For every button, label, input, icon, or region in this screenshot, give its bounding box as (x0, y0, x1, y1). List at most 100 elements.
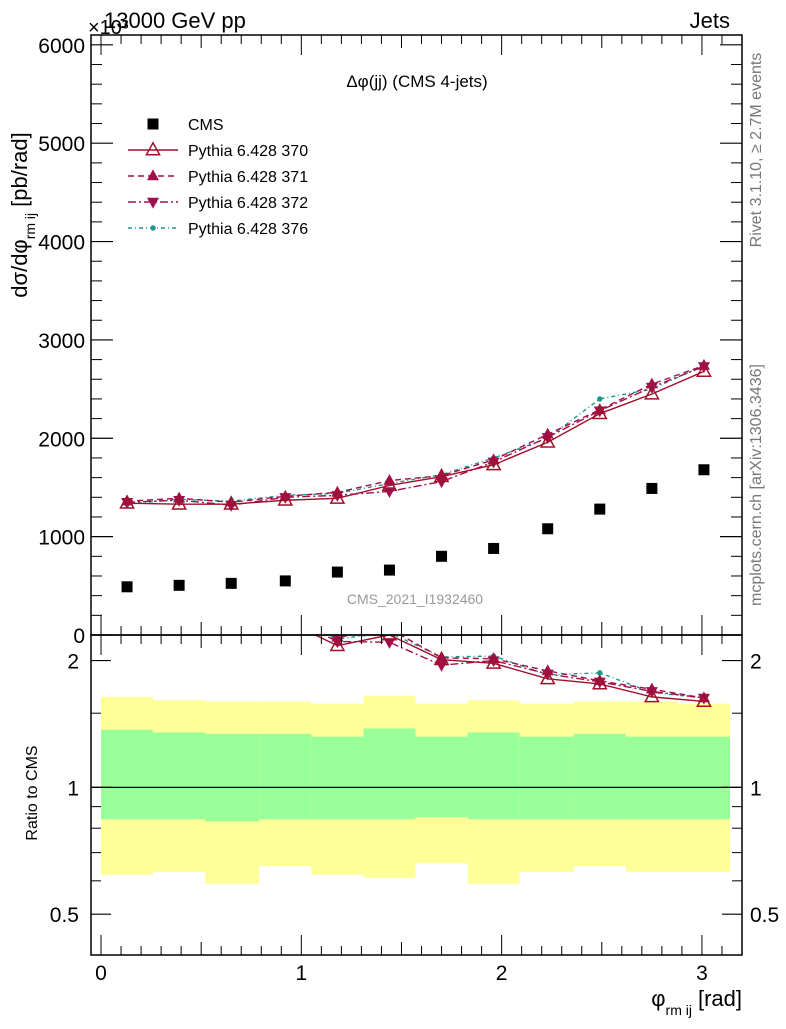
band-inner-0 (101, 729, 154, 820)
watermark: CMS_2021_I1932460 (347, 591, 483, 607)
point-p370-5 (381, 476, 398, 492)
ratio-point-p376-1 (176, 601, 181, 606)
legend-label-p370: Pythia 6.428 370 (188, 143, 308, 160)
ratio-line-p371 (329, 635, 705, 699)
ratio-point-p370-0 (120, 596, 133, 608)
legend-item-cms: CMS (147, 117, 224, 134)
main-panel: 0 1000 2000 3000 4000 5000 6000 Δφ(jj) (CMS 4-… (7, 34, 743, 648)
ratio-point-p371-0 (121, 594, 133, 605)
ratio-ylabel: Ratio to CMS (24, 745, 41, 840)
main-ytick-label-2: 2000 (38, 428, 85, 451)
ratio-point-p370-10 (643, 688, 660, 703)
ratio-point-p370-5 (381, 635, 398, 641)
point-p370-10 (643, 385, 660, 400)
ratio-line-p370 (313, 635, 705, 703)
legend-marker-p376 (150, 225, 156, 231)
main-title: Δφ(jj) (CMS 4-jets) (346, 72, 487, 91)
band-inner-5 (363, 728, 416, 820)
ratio-ytick-label-0: 0.5 (50, 904, 79, 927)
band-inner-11 (677, 736, 730, 820)
point-cms-11 (698, 464, 710, 476)
series-line-p371 (127, 364, 705, 503)
ratio-point-p372-1 (173, 601, 185, 612)
ylabel-sub: rm ij (22, 213, 38, 239)
legend-marker-p370 (145, 141, 161, 156)
ratio-point-p370-9 (591, 675, 608, 690)
ratio-point-p371-1 (173, 596, 185, 607)
ratio-point-p372-3 (279, 612, 291, 623)
band-inner-6 (415, 736, 468, 818)
point-cms-9 (594, 503, 606, 515)
ratio-point-p372-5 (383, 638, 396, 649)
ratio-point-p376-9 (597, 670, 603, 676)
legend-item-p376: Pythia 6.428 376 (128, 221, 308, 238)
ratio-ytick-label-2: 2 (67, 651, 79, 674)
series-p370 (119, 362, 712, 510)
band-inner-8 (519, 736, 574, 820)
band-inner-3 (259, 733, 312, 820)
ratio-ytick-label-right-0: 0.5 (750, 904, 779, 927)
band-inner-4 (311, 736, 364, 820)
xlabel-unit: [rad] (698, 986, 742, 1011)
band-inner-10 (625, 736, 678, 820)
legend-marker-p372 (147, 197, 159, 209)
series-line-p376 (126, 364, 705, 505)
main-ytick-label-1: 1000 (38, 527, 85, 550)
main-ytick-label-6: 6000 (38, 35, 85, 58)
header-right: Jets (690, 8, 730, 33)
ratio-point-p371-2 (225, 608, 237, 619)
ratio-ytick-label-right-1: 1 (750, 777, 762, 800)
ratio-point-p376-0 (124, 602, 129, 607)
mcplots-label: mcplots.cern.ch [arXiv:1306.3436] (748, 364, 765, 606)
point-cms-5 (383, 564, 395, 576)
legend-marker-p371 (147, 169, 159, 181)
y-exponent: ×10³ (88, 17, 129, 39)
ratio-point-p370-1 (173, 603, 186, 615)
ratio-line-p376 (327, 635, 705, 699)
legend-item-p372: Pythia 6.428 372 (128, 195, 308, 212)
point-p370-3 (277, 491, 294, 506)
ratio-point-p371-5 (383, 622, 395, 633)
series-p371 (121, 358, 710, 507)
ylabel-main: dσ/dφ (7, 239, 32, 297)
ratio-point-p371-3 (279, 609, 291, 620)
ratio-ytick-label-1: 1 (67, 777, 79, 800)
ratio-point-p370-4 (329, 636, 346, 652)
series-p376 (124, 362, 707, 507)
point-cms-3 (279, 575, 291, 587)
main-ytick-label-3: 3000 (38, 330, 85, 353)
xlabel-sub: rm ij (666, 1002, 692, 1018)
header-left: 13000 GeV pp (104, 8, 246, 33)
legend-label-p372: Pythia 6.428 372 (188, 195, 308, 212)
point-p370-6 (433, 467, 450, 483)
ratio-line-p372 (322, 635, 705, 699)
ratio-series-p370 (120, 596, 712, 707)
legend-label-p371: Pythia 6.428 371 (188, 169, 308, 186)
series-line-p370 (127, 370, 705, 505)
ratio-point-p370-6 (433, 650, 450, 666)
xtick-label-1: 1 (295, 962, 307, 985)
band-inner-2 (205, 733, 260, 822)
ratio-frame (90, 634, 743, 956)
svg-text:dσ/dφrm ij[pb/rad]: dσ/dφrm ij [pb/rad] (7, 132, 38, 297)
ratio-point-p371-10 (645, 682, 658, 694)
point-p370-9 (591, 404, 608, 420)
point-p376-9 (597, 396, 603, 402)
point-p370-1 (171, 495, 188, 510)
legend-item-p370: Pythia 6.428 370 (128, 141, 308, 160)
xlabel: φrm ij [rad] (651, 986, 742, 1018)
ylabel-unit: [pb/rad] (7, 132, 32, 207)
point-p370-8 (539, 433, 556, 448)
point-p371-10 (645, 377, 658, 389)
legend-marker-cms (147, 118, 159, 130)
band-inner-7 (467, 732, 520, 820)
main-ytick-label-5: 5000 (38, 133, 85, 156)
rivet-label: Rivet 3.1.10, ≥ 2.7M events (748, 53, 765, 248)
point-p370-7 (485, 456, 502, 471)
legend-label-p376: Pythia 6.428 376 (188, 221, 308, 238)
xtick-label-3: 3 (696, 962, 708, 985)
band-inner-9 (573, 733, 626, 820)
series-cms (121, 464, 710, 593)
xlabel-main: φ (651, 986, 665, 1011)
ratio-point-p370-7 (485, 654, 502, 669)
